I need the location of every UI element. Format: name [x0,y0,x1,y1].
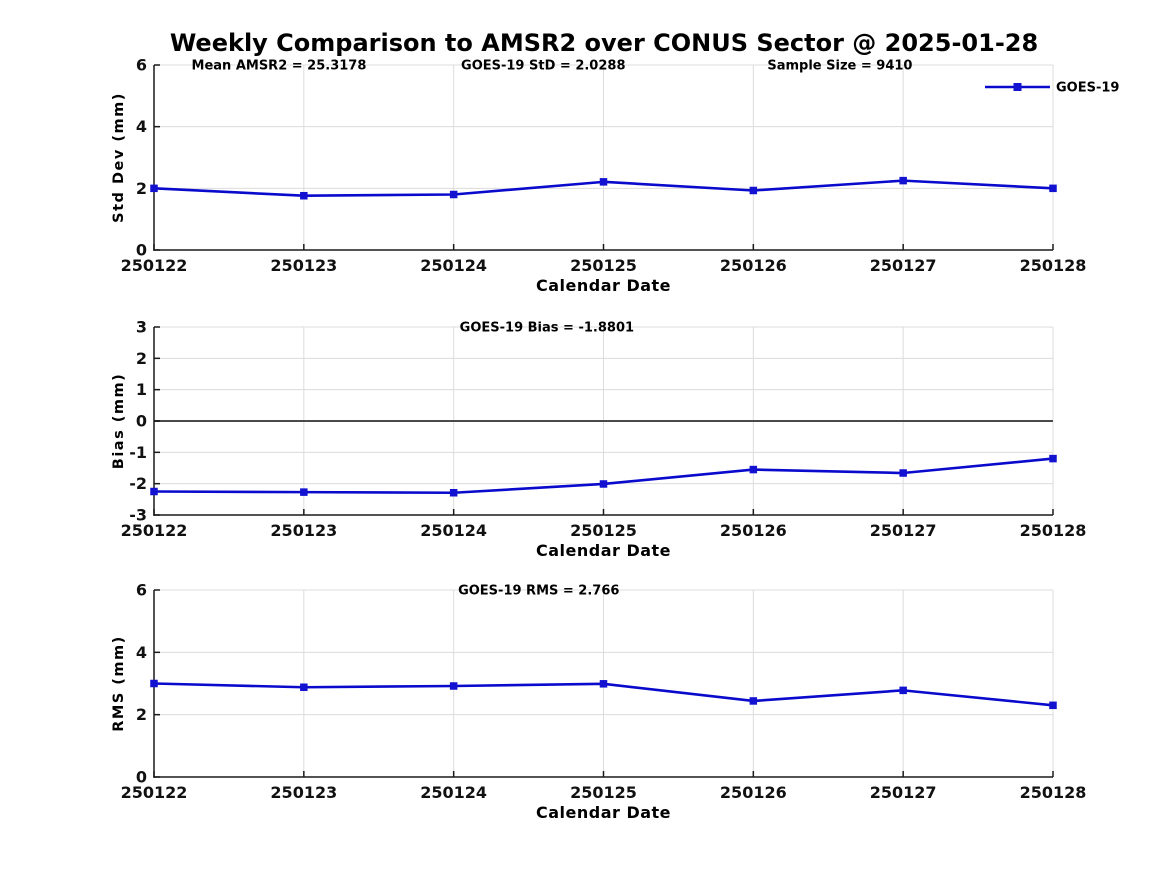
y-axis-label: Std Dev (mm) [111,92,127,223]
data-marker [150,184,158,193]
y-tick-label: 6 [136,56,147,75]
x-tick-label: 250123 [270,783,337,802]
legend-marker [1013,83,1022,91]
x-tick-label: 250122 [121,521,188,540]
data-marker [300,191,308,200]
annotation: GOES-19 RMS = 2.766 [458,584,619,599]
y-axis-label: Bias (mm) [111,373,127,469]
data-marker [899,469,907,477]
x-tick-label: 250126 [720,256,787,275]
x-tick-label: 250124 [420,521,487,540]
data-marker [599,178,608,186]
x-tick-label: 250128 [1020,783,1087,802]
x-tick-label: 250124 [420,256,487,275]
x-axis-label: Calendar Date [536,276,671,295]
x-tick-label: 250127 [870,521,937,540]
y-tick-label: 0 [136,241,147,260]
y-tick-label: 2 [136,705,147,724]
x-tick-label: 250126 [720,783,787,802]
data-marker [449,682,458,690]
data-marker [150,487,158,496]
data-marker [599,480,608,488]
x-tick-label: 250127 [870,256,937,275]
y-tick-label: 3 [136,318,147,337]
x-tick-label: 250128 [1020,256,1087,275]
annotation: Mean AMSR2 = 25.3178 [192,59,367,74]
data-marker [749,697,758,705]
legend-label: GOES-19 [1056,81,1119,96]
x-axis-label: Calendar Date [536,541,671,560]
x-tick-label: 250123 [270,256,337,275]
y-tick-label: 0 [136,412,147,431]
data-marker [749,465,758,474]
x-axis-label: Calendar Date [536,803,671,822]
y-tick-label: 4 [136,643,147,662]
data-marker [449,489,458,497]
data-marker [1049,454,1057,463]
x-tick-label: 250126 [720,521,787,540]
data-marker [150,679,158,688]
data-marker [1049,184,1057,193]
y-axis-label: RMS (mm) [111,635,127,732]
subplot-std-dev: 250122 250123 250124 250125 250126 250127 2501… [111,56,1119,296]
figure-title: Weekly Comparison to AMSR2 over CONUS Se… [169,29,1039,57]
y-tick-label: -2 [129,474,147,493]
y-tick-label: 4 [136,117,147,136]
x-tick-label: 250125 [570,783,637,802]
data-marker [599,680,608,688]
y-tick-label: 0 [136,768,147,787]
x-tick-label: 250128 [1020,521,1087,540]
x-tick-label: 250122 [121,783,188,802]
y-tick-label: 2 [136,349,147,368]
y-tick-label: -3 [129,506,147,525]
annotation: Sample Size = 9410 [767,59,912,74]
data-marker [749,186,758,195]
data-marker [449,190,458,199]
data-marker [1049,701,1057,710]
x-tick-label: 250125 [570,256,637,275]
subplot-rms: 250122 250123 250124 250125 250126 250127 2501… [111,581,1086,823]
annotation: GOES-19 StD = 2.0288 [461,59,625,74]
x-tick-label: 250127 [870,783,937,802]
x-tick-label: 250125 [570,521,637,540]
data-marker [300,488,308,496]
data-marker [899,686,907,695]
y-tick-label: 1 [136,380,147,399]
y-tick-label: 2 [136,179,147,198]
y-tick-label: 6 [136,581,147,600]
x-tick-label: 250122 [121,256,188,275]
annotation: GOES-19 Bias = -1.8801 [460,321,634,336]
data-marker [899,176,907,185]
subplot-bias: 250122 250123 250124 250125 250126 250127 2501… [111,318,1086,561]
x-tick-label: 250123 [270,521,337,540]
x-tick-label: 250124 [420,783,487,802]
data-marker [300,683,308,691]
y-tick-label: -1 [129,443,147,462]
legend: GOES-19 [985,81,1119,96]
